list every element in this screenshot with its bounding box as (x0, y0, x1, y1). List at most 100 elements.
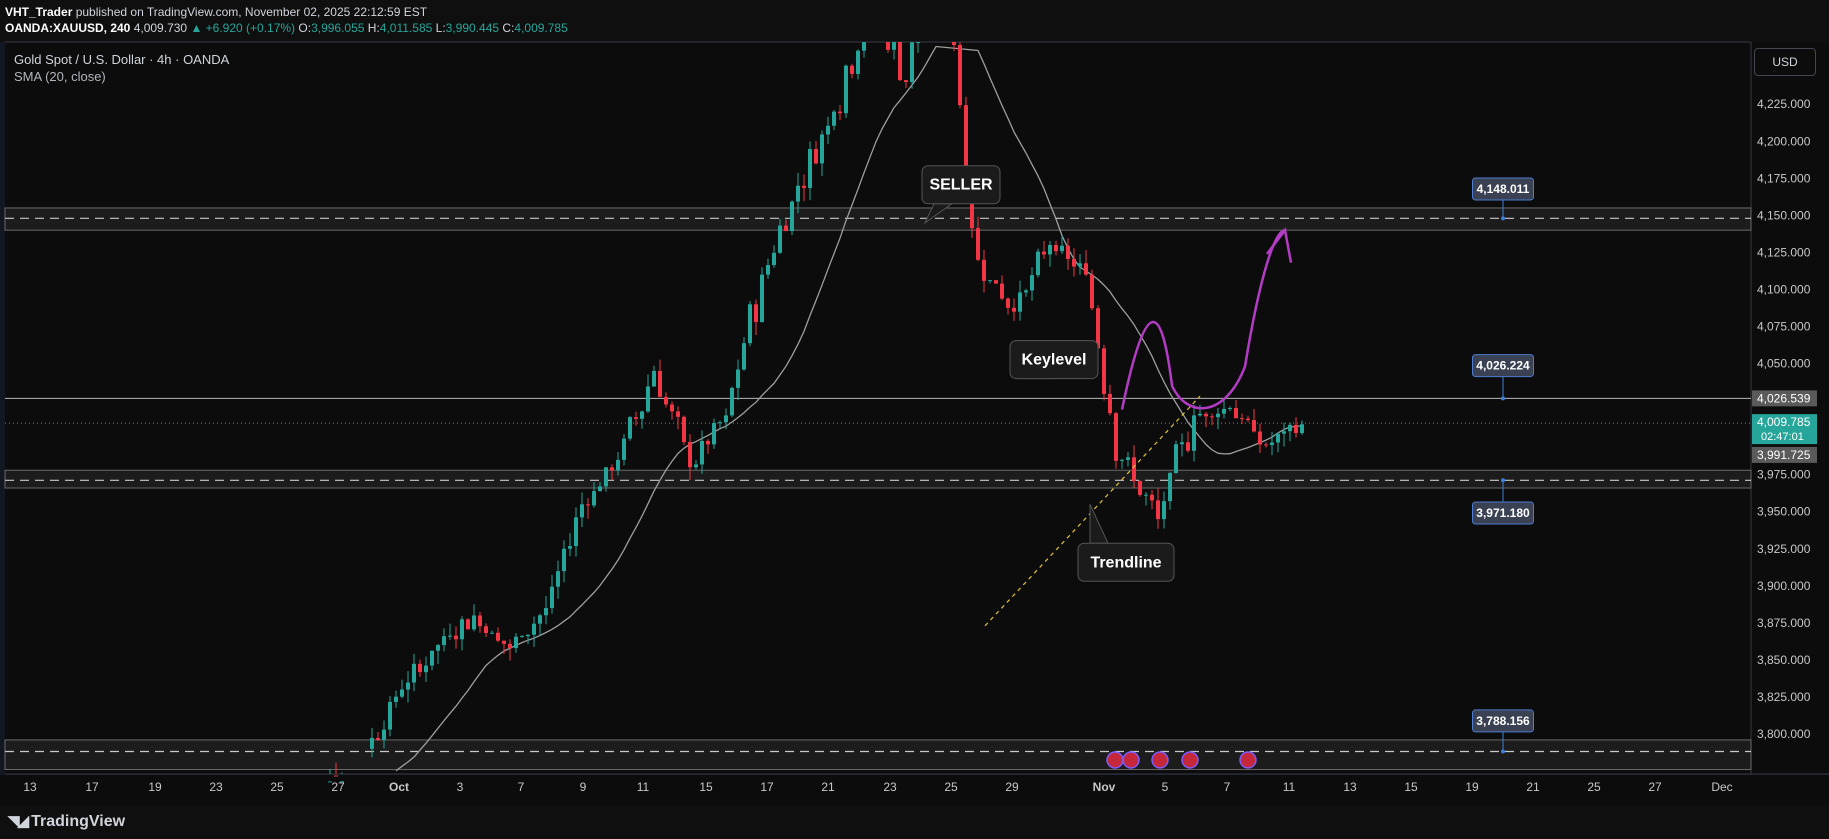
y-tick-label: 4,150.000 (1757, 208, 1811, 222)
plot-area[interactable] (5, 42, 1751, 774)
symbol-name[interactable]: OANDA:XAUUSD, 240 (5, 21, 131, 35)
candle-body (1042, 251, 1046, 255)
price-axis-tag-label: 3,991.725 (1757, 448, 1811, 462)
candle-body (1102, 348, 1106, 394)
x-tick-label: 13 (1343, 780, 1357, 794)
x-tick-label: 27 (1648, 780, 1662, 794)
event-icon (1122, 751, 1140, 769)
y-tick-label: 4,100.000 (1757, 282, 1811, 296)
callout-label: Keylevel (1022, 352, 1087, 369)
price-chart[interactable]: 4,148.011 3,971.180 3,788.156 4,026.224 SEL… (0, 0, 1829, 806)
event-icon (1151, 751, 1169, 769)
currency-button[interactable]: USD (1754, 48, 1816, 76)
candle-body (448, 635, 452, 637)
candle-body (1024, 290, 1028, 293)
x-tick-label: Dec (1711, 780, 1732, 794)
candle-body (772, 252, 776, 266)
chart-legend-title[interactable]: Gold Spot / U.S. Dollar · 4h · OANDA (14, 52, 230, 67)
last-price: 4,009.730 (133, 21, 188, 35)
candle-body (952, 42, 956, 46)
symbol-ohlc-line: OANDA:XAUUSD, 240 4,009.730 ▲ +6.920 (+0… (5, 21, 568, 35)
x-tick-label: 15 (1404, 780, 1418, 794)
candle-body (820, 134, 824, 164)
candle-body (382, 729, 386, 740)
candle-body (1030, 275, 1034, 291)
candle-body (430, 650, 434, 666)
candle-body (1090, 274, 1094, 309)
x-tick-label: Oct (389, 780, 409, 794)
candle-body (670, 404, 674, 412)
y-tick-label: 3,900.000 (1757, 579, 1811, 593)
zone-label-box (1472, 709, 1534, 733)
zones-layer: 4,148.011 3,971.180 3,788.156 4,026.224 (4, 177, 1752, 771)
price-axis-tag (1752, 414, 1817, 445)
candle-body (508, 643, 512, 649)
candle-body (370, 737, 374, 749)
callout-box (1077, 542, 1175, 582)
candle-body (1126, 457, 1130, 460)
candle-body (1162, 501, 1166, 520)
x-tick-label: 7 (1224, 780, 1231, 794)
candle-body (1012, 307, 1016, 312)
candle-body (1078, 263, 1082, 267)
candle-body (1252, 420, 1256, 432)
candle-body (760, 274, 764, 322)
candle-body (562, 548, 566, 572)
candle-body (754, 304, 758, 322)
candle-body (718, 422, 722, 424)
x-tick-label: 25 (1587, 780, 1601, 794)
candle-body (1258, 431, 1262, 445)
low-label: L: (435, 21, 446, 35)
x-tick-label: 23 (883, 780, 897, 794)
candle-body (604, 467, 608, 487)
x-tick-label: 21 (821, 780, 835, 794)
candle-body (724, 415, 728, 423)
x-tick-label: 19 (148, 780, 162, 794)
candle-body (652, 370, 656, 387)
candle-body (1228, 408, 1232, 409)
x-tick-label: 21 (1526, 780, 1540, 794)
price-axis[interactable] (1751, 42, 1829, 774)
candle-body (502, 640, 506, 644)
candle-body (802, 185, 806, 188)
candles-layer (328, 42, 1304, 783)
time-axis[interactable] (0, 775, 1829, 806)
candle-body (916, 42, 920, 43)
candle-body (1000, 283, 1004, 299)
y-tick-label: 3,950.000 (1757, 505, 1811, 519)
price-axis-tag (1752, 390, 1817, 407)
keylevel-label-box (1472, 354, 1534, 378)
candle-body (526, 634, 530, 637)
candle-body (334, 775, 338, 777)
author-name[interactable]: VHT_Trader (5, 5, 73, 19)
candle-body (400, 689, 404, 697)
candle-body (1036, 251, 1040, 276)
candle-body (376, 737, 380, 740)
candle-body (730, 387, 734, 416)
candle-body (958, 45, 962, 106)
price-axis-tag-label: 4,009.785 (1757, 415, 1811, 429)
candle-body (748, 304, 752, 344)
candle-body (832, 111, 836, 126)
close-value: 4,009.785 (514, 21, 568, 35)
candle-body (784, 225, 788, 232)
tradingview-logo[interactable]: ◥◢ TradingView (8, 812, 125, 831)
candle-body (514, 636, 518, 649)
sma-indicator-legend[interactable]: SMA (20, close) (14, 69, 106, 84)
x-tick-label: 17 (760, 780, 774, 794)
callout-label: SELLER (929, 177, 993, 194)
x-tick-label: 3 (457, 780, 464, 794)
candle-body (580, 504, 584, 518)
bar-countdown: 02:47:01 (1761, 431, 1804, 443)
candle-body (1192, 415, 1196, 451)
candle-body (796, 185, 800, 202)
x-tick-label: 5 (1162, 780, 1169, 794)
candle-body (976, 228, 980, 260)
candle-body (592, 491, 596, 506)
candle-body (682, 416, 686, 443)
candle-body (1114, 413, 1118, 461)
footer-bar: ◥◢ TradingView (0, 806, 1829, 839)
candle-body (388, 701, 392, 730)
candle-body (814, 149, 818, 164)
candle-body (676, 411, 680, 417)
